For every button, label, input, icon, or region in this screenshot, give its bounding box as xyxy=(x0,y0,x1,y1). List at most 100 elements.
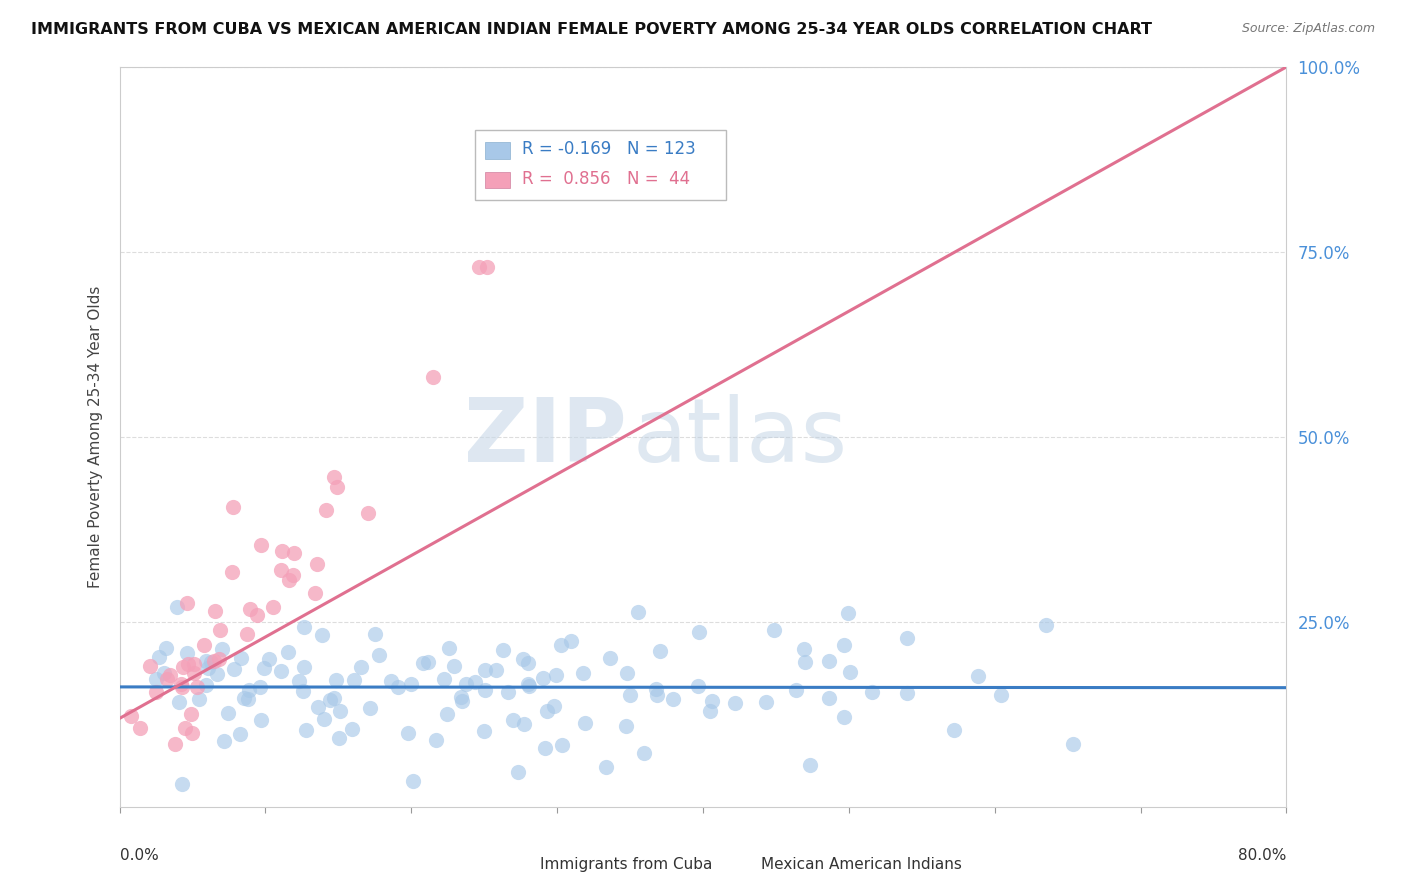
Point xyxy=(145,672,167,686)
Point xyxy=(645,688,668,702)
Point xyxy=(860,685,883,699)
Point xyxy=(363,627,385,641)
Point xyxy=(188,692,211,706)
Point xyxy=(896,632,918,646)
Point xyxy=(425,732,447,747)
Point xyxy=(896,685,918,699)
Text: ZIP: ZIP xyxy=(464,393,627,481)
Text: 80.0%: 80.0% xyxy=(1239,848,1286,863)
Point xyxy=(155,640,177,655)
Point xyxy=(839,665,862,679)
Point xyxy=(257,651,280,665)
Point xyxy=(253,661,276,675)
Point xyxy=(304,586,326,600)
Point xyxy=(359,701,381,715)
Point xyxy=(249,538,271,552)
Point xyxy=(763,624,786,638)
Point xyxy=(159,667,181,681)
FancyBboxPatch shape xyxy=(475,130,727,200)
Point xyxy=(169,695,191,709)
Point xyxy=(128,721,150,735)
Point xyxy=(231,650,253,665)
Point xyxy=(329,704,352,718)
Point xyxy=(224,663,246,677)
Text: Immigrants from Cuba: Immigrants from Cuba xyxy=(540,857,711,871)
Point xyxy=(516,656,538,670)
Point xyxy=(328,731,350,745)
Point xyxy=(356,506,378,520)
FancyBboxPatch shape xyxy=(727,854,752,876)
Point xyxy=(595,760,617,774)
Point xyxy=(1062,737,1084,751)
Text: N = 123: N = 123 xyxy=(627,140,696,158)
Point xyxy=(208,623,231,637)
Point xyxy=(183,665,205,680)
FancyBboxPatch shape xyxy=(505,854,530,876)
Point xyxy=(512,651,534,665)
Point xyxy=(222,500,245,514)
Point xyxy=(292,684,315,698)
Point xyxy=(323,470,346,484)
Point xyxy=(217,706,239,720)
Point xyxy=(315,502,337,516)
Point xyxy=(437,640,460,655)
Point xyxy=(464,675,486,690)
Point xyxy=(467,260,489,275)
Point xyxy=(288,673,311,688)
Point xyxy=(474,683,496,698)
Point xyxy=(311,628,333,642)
FancyBboxPatch shape xyxy=(485,143,510,159)
Point xyxy=(295,723,318,737)
Text: 0.0%: 0.0% xyxy=(120,848,159,863)
Point xyxy=(202,654,225,668)
Point xyxy=(551,738,574,752)
Point xyxy=(170,681,193,695)
Point xyxy=(180,706,202,721)
Point xyxy=(799,758,821,772)
Point xyxy=(755,695,778,709)
Text: N =  44: N = 44 xyxy=(627,169,690,187)
Point xyxy=(120,708,142,723)
Point xyxy=(574,715,596,730)
Point xyxy=(193,638,215,652)
Point xyxy=(724,696,747,710)
Point xyxy=(340,722,363,736)
Point xyxy=(200,655,222,669)
Point xyxy=(550,638,572,652)
Text: R =  0.856: R = 0.856 xyxy=(522,169,610,187)
Point xyxy=(818,690,841,705)
Point xyxy=(387,680,409,694)
Point xyxy=(1035,617,1057,632)
Point xyxy=(700,693,723,707)
Point xyxy=(170,677,193,691)
Point xyxy=(176,646,198,660)
Point xyxy=(166,599,188,614)
Point xyxy=(506,765,529,780)
Point xyxy=(450,690,472,704)
Point xyxy=(172,660,194,674)
Point xyxy=(794,655,817,669)
Point xyxy=(502,713,524,727)
Point xyxy=(534,740,557,755)
Point xyxy=(305,557,328,571)
Point xyxy=(402,773,425,788)
Point xyxy=(232,690,254,705)
Point xyxy=(516,677,538,691)
Point xyxy=(314,712,336,726)
Point xyxy=(195,654,218,668)
Point xyxy=(616,665,638,680)
Point xyxy=(491,643,513,657)
Point xyxy=(699,704,721,718)
Point xyxy=(536,704,558,718)
Point xyxy=(451,694,474,708)
Point xyxy=(181,726,204,740)
Point xyxy=(195,678,218,692)
Point xyxy=(990,688,1012,702)
Point xyxy=(208,652,231,666)
Point xyxy=(176,596,198,610)
Point xyxy=(688,679,710,693)
Point xyxy=(456,677,478,691)
Point xyxy=(221,566,243,580)
Point xyxy=(238,682,260,697)
Point xyxy=(277,645,299,659)
